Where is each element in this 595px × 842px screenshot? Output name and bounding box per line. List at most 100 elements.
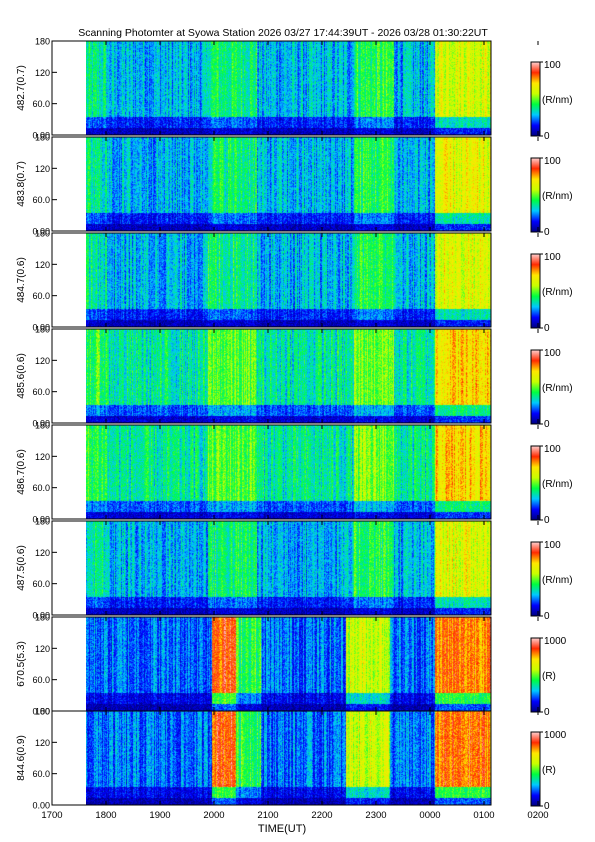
panel-label: 483.8(0.7) bbox=[16, 161, 27, 207]
x-tick-label: 1800 bbox=[95, 810, 116, 821]
panel: 0.00 60.0 120 180 485.6(0.6) 100 (R/nm) 0 bbox=[16, 325, 573, 431]
colorbar bbox=[530, 253, 541, 329]
y-tick-label: 180 bbox=[35, 517, 50, 527]
panel-label: 486.7(0.6) bbox=[16, 449, 27, 495]
colorbar-unit-label: (R/nm) bbox=[542, 95, 573, 106]
colorbar-unit-label: (R/nm) bbox=[542, 191, 573, 202]
colorbar-max-label: 100 bbox=[544, 252, 561, 263]
y-tick-label: 0.00 bbox=[32, 707, 50, 717]
x-axis: 1700 1800 1900 2000 2100 2200 2300 0000 0100 0200 bbox=[41, 41, 549, 821]
heatmap-image bbox=[86, 711, 491, 805]
x-tick-label: 2200 bbox=[311, 810, 332, 821]
panel-frame bbox=[51, 328, 492, 424]
y-tick-label: 120 bbox=[35, 356, 50, 366]
y-tick-label: 60.0 bbox=[32, 483, 50, 493]
y-tick-label: 60.0 bbox=[32, 579, 50, 589]
chart-title: Scanning Photomter at Syowa Station 2026… bbox=[78, 27, 488, 39]
x-tick-label: 0000 bbox=[419, 810, 440, 821]
y-tick-label: 120 bbox=[35, 738, 50, 748]
colorbar bbox=[530, 445, 541, 521]
y-tick-label: 60.0 bbox=[32, 195, 50, 205]
colorbar-min-label: 0 bbox=[544, 227, 550, 238]
heatmap-image bbox=[86, 329, 491, 423]
panel-frame bbox=[51, 424, 492, 520]
y-tick-label: 120 bbox=[35, 548, 50, 558]
y-tick-label: 180 bbox=[35, 707, 50, 717]
panel-frame bbox=[51, 136, 492, 232]
colorbar-max-label: 100 bbox=[544, 540, 561, 551]
heatmap-image bbox=[86, 617, 491, 711]
colorbar-max-label: 100 bbox=[544, 60, 561, 71]
colorbar bbox=[530, 349, 541, 425]
colorbar-min-label: 0 bbox=[544, 515, 550, 526]
colorbar-unit-label: (R) bbox=[542, 671, 556, 682]
panel-label: 487.5(0.6) bbox=[16, 545, 27, 591]
y-tick-label: 180 bbox=[35, 133, 50, 143]
panel: 0.00 60.0 120 180 483.8(0.7) 100 (R/nm) 0 bbox=[16, 133, 573, 239]
colorbar bbox=[530, 731, 541, 807]
y-tick-label: 180 bbox=[35, 325, 50, 335]
y-tick-label: 0.00 bbox=[32, 323, 50, 333]
x-axis-label: TIME(UT) bbox=[258, 823, 306, 835]
colorbar bbox=[530, 637, 541, 713]
panels: 0.00 60.0 120 180 482.7(0.7) 100 (R/nm) 0 0.00 60… bbox=[16, 37, 573, 813]
y-tick-label: 0.00 bbox=[32, 611, 50, 621]
x-tick-label: 0100 bbox=[473, 810, 494, 821]
colorbar-unit-label: (R/nm) bbox=[542, 287, 573, 298]
y-tick-label: 0.00 bbox=[32, 515, 50, 525]
heatmap-image bbox=[86, 137, 491, 231]
y-tick-label: 60.0 bbox=[32, 675, 50, 685]
y-tick-label: 120 bbox=[35, 452, 50, 462]
colorbar-unit-label: (R/nm) bbox=[542, 479, 573, 490]
panel-label: 484.7(0.6) bbox=[16, 257, 27, 303]
colorbar bbox=[530, 541, 541, 617]
colorbar-min-label: 0 bbox=[544, 611, 550, 622]
y-tick-label: 120 bbox=[35, 164, 50, 174]
panel-frame bbox=[51, 520, 492, 616]
panel-frame bbox=[51, 40, 492, 136]
colorbar-min-label: 0 bbox=[544, 419, 550, 430]
y-tick-label: 60.0 bbox=[32, 99, 50, 109]
colorbar bbox=[530, 61, 541, 137]
x-tick-label: 1700 bbox=[41, 810, 62, 821]
y-tick-label: 180 bbox=[35, 229, 50, 239]
y-tick-label: 180 bbox=[35, 37, 50, 47]
colorbar bbox=[530, 157, 541, 233]
colorbar-max-label: 100 bbox=[544, 444, 561, 455]
x-tick-label: 2000 bbox=[203, 810, 224, 821]
y-tick-label: 0.00 bbox=[32, 801, 50, 811]
x-tick-label: 2100 bbox=[257, 810, 278, 821]
y-tick-label: 120 bbox=[35, 68, 50, 78]
heatmap-image bbox=[86, 233, 491, 327]
y-tick-label: 0.00 bbox=[32, 419, 50, 429]
y-tick-label: 180 bbox=[35, 613, 50, 623]
x-tick-label: 0200 bbox=[527, 810, 548, 821]
panel: 0.00 60.0 120 180 670.5(5.3) 1000 (R) 0 bbox=[16, 613, 567, 719]
panel-label: 482.7(0.7) bbox=[16, 65, 27, 111]
y-tick-label: 120 bbox=[35, 260, 50, 270]
y-tick-label: 0.00 bbox=[32, 131, 50, 141]
y-tick-label: 60.0 bbox=[32, 769, 50, 779]
colorbar-min-label: 0 bbox=[544, 131, 550, 142]
colorbar-unit-label: (R/nm) bbox=[542, 383, 573, 394]
colorbar-unit-label: (R/nm) bbox=[542, 575, 573, 586]
panel: 0.00 60.0 120 180 482.7(0.7) 100 (R/nm) 0 bbox=[16, 37, 573, 143]
panel: 0.00 60.0 120 180 487.5(0.6) 100 (R/nm) 0 bbox=[16, 517, 573, 623]
panel: 0.00 60.0 120 180 484.7(0.6) 100 (R/nm) 0 bbox=[16, 229, 573, 335]
heatmap-image bbox=[86, 521, 491, 615]
y-tick-label: 0.00 bbox=[32, 227, 50, 237]
colorbar-min-label: 0 bbox=[544, 323, 550, 334]
x-tick-label: 2300 bbox=[365, 810, 386, 821]
panel: 0.00 60.0 120 180 844.6(0.9) 1000 (R) 0 bbox=[16, 707, 567, 813]
panel-label: 670.5(5.3) bbox=[16, 641, 27, 687]
heatmap-image bbox=[86, 41, 491, 135]
y-tick-label: 60.0 bbox=[32, 291, 50, 301]
panel: 0.00 60.0 120 180 486.7(0.6) 100 (R/nm) 0 bbox=[16, 421, 573, 527]
colorbar-min-label: 0 bbox=[544, 707, 550, 718]
x-tick-label: 1900 bbox=[149, 810, 170, 821]
y-tick-label: 60.0 bbox=[32, 387, 50, 397]
colorbar-max-label: 1000 bbox=[544, 636, 567, 647]
colorbar-max-label: 100 bbox=[544, 348, 561, 359]
heatmap-image bbox=[86, 425, 491, 519]
